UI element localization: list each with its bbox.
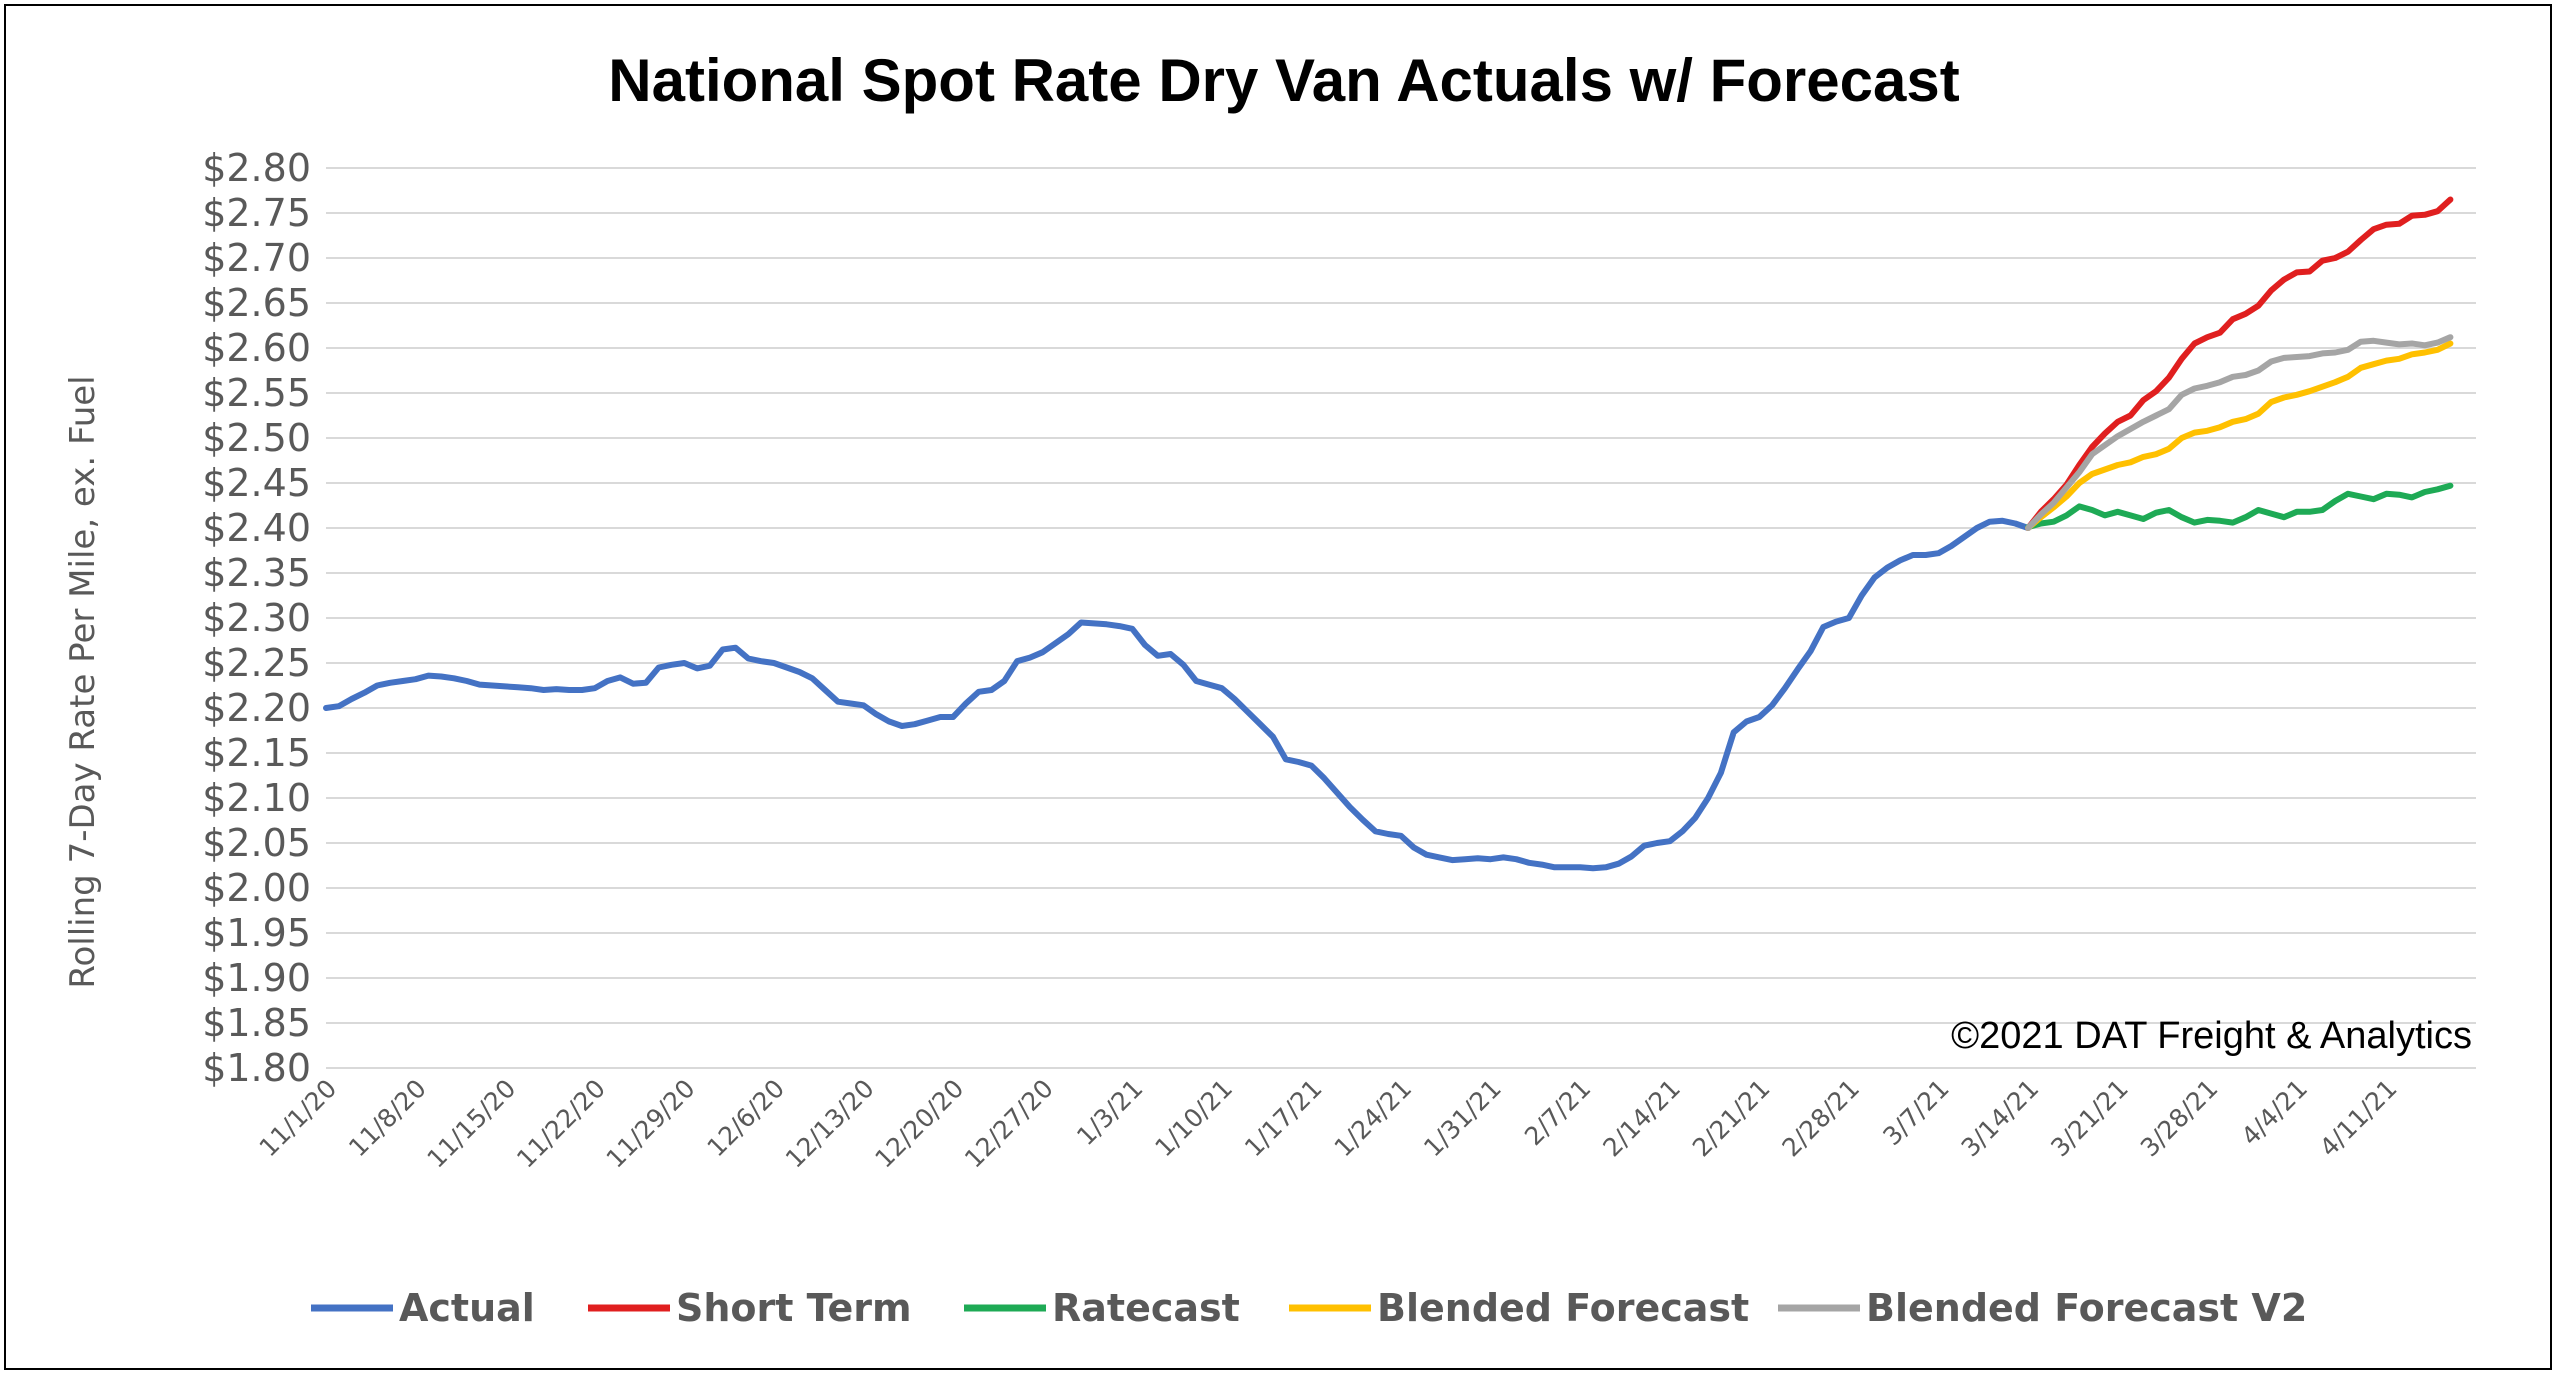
y-tick-label: $2.20 [202, 686, 311, 730]
y-axis-label: Rolling 7-Day Rate Per Mile, ex. Fuel [63, 375, 103, 988]
x-tick-label: 11/22/20 [511, 1074, 611, 1174]
x-tick-label: 11/29/20 [601, 1074, 701, 1174]
series-line-actual [323, 517, 2032, 872]
x-tick-label: 2/14/21 [1597, 1074, 1686, 1163]
y-tick-label: $2.50 [202, 416, 311, 460]
x-tick-label: 12/27/20 [959, 1074, 1059, 1174]
x-tick-label: 1/17/21 [1239, 1074, 1328, 1163]
x-tick-label: 12/13/20 [780, 1074, 880, 1174]
y-tick-label: $1.85 [202, 1001, 311, 1045]
x-tick-label: 3/7/21 [1877, 1074, 1954, 1151]
x-tick-label: 11/8/20 [343, 1074, 432, 1163]
x-tick-label: 12/6/20 [702, 1074, 791, 1163]
y-tick-label: $2.25 [202, 641, 311, 685]
y-tick-label: $2.45 [202, 461, 311, 505]
x-tick-label: 1/3/21 [1071, 1074, 1148, 1151]
x-tick-label: 11/15/20 [422, 1074, 522, 1174]
legend-label: Blended Forecast V2 [1866, 1286, 2307, 1330]
x-tick-label: 3/14/21 [1956, 1074, 2045, 1163]
copyright-credit: ©2021 DAT Freight & Analytics [1951, 1015, 2472, 1057]
x-tick-label: 1/24/21 [1329, 1074, 1418, 1163]
x-tick-label: 2/28/21 [1777, 1074, 1866, 1163]
series-line-blended-forecast [2025, 340, 2454, 531]
x-tick-label: 1/31/21 [1418, 1074, 1507, 1163]
y-tick-label: $2.35 [202, 551, 311, 595]
x-tick-label: 4/4/21 [2236, 1074, 2313, 1151]
series-lines [323, 196, 2454, 872]
y-tick-label: $2.30 [202, 596, 311, 640]
y-axis-ticks: $1.80$1.85$1.90$1.95$2.00$2.05$2.10$2.15… [202, 146, 311, 1090]
y-tick-label: $2.15 [202, 731, 311, 775]
y-tick-label: $2.10 [202, 776, 311, 820]
y-tick-label: $2.55 [202, 371, 311, 415]
legend-label: Short Term [676, 1286, 912, 1330]
x-tick-label: 2/7/21 [1519, 1074, 1596, 1151]
legend-label: Blended Forecast [1377, 1286, 1749, 1330]
y-tick-label: $2.70 [202, 236, 311, 280]
y-tick-label: $2.75 [202, 191, 311, 235]
x-tick-label: 3/28/21 [2135, 1074, 2224, 1163]
chart-frame: National Spot Rate Dry Van Actuals w/ Fo… [4, 4, 2552, 1370]
gridlines [326, 167, 2476, 1069]
y-tick-label: $1.95 [202, 911, 311, 955]
x-tick-label: 4/11/21 [2314, 1074, 2403, 1163]
y-tick-label: $2.00 [202, 866, 311, 910]
y-tick-label: $1.90 [202, 956, 311, 1000]
y-tick-label: $2.80 [202, 146, 311, 190]
series-line-short-term [2025, 196, 2454, 531]
legend: Actual Short Term Ratecast Blended Forecast… [311, 1286, 2307, 1330]
legend-label: Actual [399, 1286, 535, 1330]
line-chart: National Spot Rate Dry Van Actuals w/ Fo… [63, 47, 2476, 1330]
x-tick-label: 3/21/21 [2045, 1074, 2134, 1163]
x-tick-label: 12/20/20 [869, 1074, 969, 1174]
y-tick-label: $2.65 [202, 281, 311, 325]
series-line-blended-forecast-v2 [2025, 334, 2454, 531]
legend-label: Ratecast [1052, 1286, 1240, 1330]
x-tick-label: 1/10/21 [1149, 1074, 1238, 1163]
chart-title: National Spot Rate Dry Van Actuals w/ Fo… [608, 47, 1959, 114]
y-tick-label: $2.40 [202, 506, 311, 550]
y-tick-label: $2.05 [202, 821, 311, 865]
y-tick-label: $1.80 [202, 1046, 311, 1090]
y-tick-label: $2.60 [202, 326, 311, 370]
x-tick-label: 2/21/21 [1687, 1074, 1776, 1163]
series-line-ratecast [2025, 482, 2454, 531]
